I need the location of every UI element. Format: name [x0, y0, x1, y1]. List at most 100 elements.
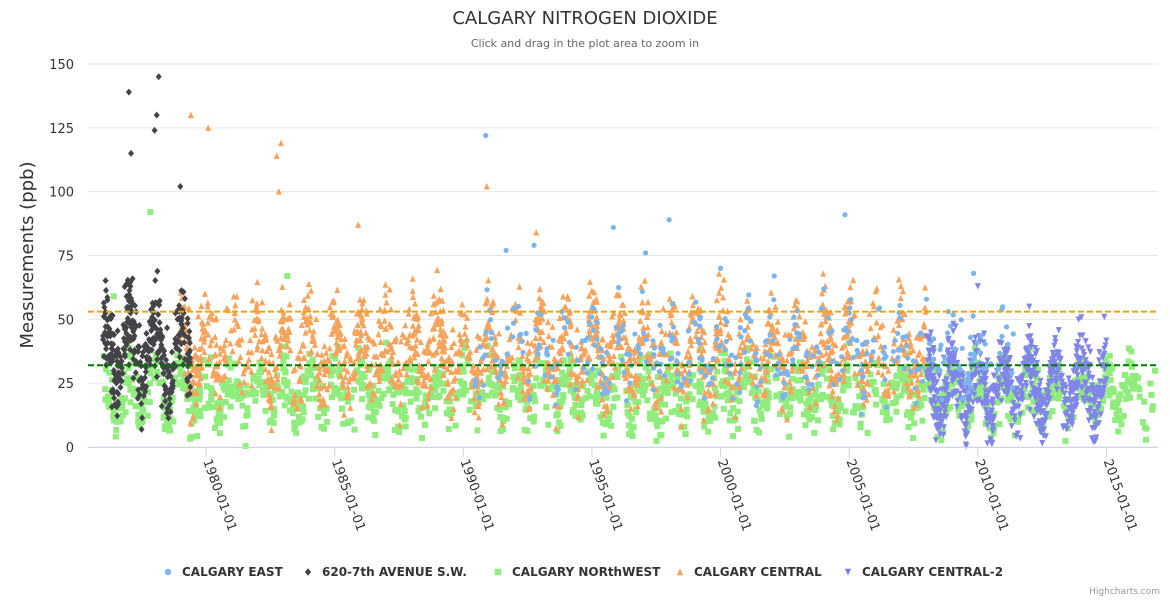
data-point[interactable] [709, 413, 716, 420]
data-point[interactable] [813, 403, 820, 410]
data-point[interactable] [654, 423, 661, 430]
data-point[interactable] [559, 376, 566, 383]
data-point[interactable] [103, 366, 110, 373]
data-point[interactable] [217, 393, 224, 400]
data-point[interactable] [237, 353, 244, 361]
data-point[interactable] [187, 372, 194, 380]
data-point[interactable] [304, 367, 311, 374]
data-point[interactable] [753, 344, 760, 352]
data-point[interactable] [734, 381, 740, 387]
data-point[interactable] [292, 422, 299, 429]
data-point[interactable] [1068, 386, 1075, 393]
data-point[interactable] [1055, 327, 1062, 334]
data-point[interactable] [520, 349, 526, 355]
data-point[interactable] [317, 384, 324, 392]
data-point[interactable] [1107, 377, 1114, 384]
data-point[interactable] [624, 409, 631, 416]
data-point[interactable] [128, 149, 135, 157]
data-point[interactable] [638, 283, 645, 290]
data-point[interactable] [687, 378, 693, 384]
data-point[interactable] [484, 287, 490, 293]
data-point[interactable] [386, 340, 393, 348]
data-point[interactable] [668, 319, 675, 326]
data-point[interactable] [1055, 387, 1062, 394]
data-point[interactable] [942, 355, 948, 361]
data-point[interactable] [1038, 428, 1045, 436]
data-point[interactable] [429, 393, 436, 400]
data-point[interactable] [156, 319, 163, 327]
data-point[interactable] [689, 301, 696, 309]
data-point[interactable] [796, 312, 803, 320]
data-point[interactable] [340, 420, 347, 427]
data-point[interactable] [276, 342, 283, 349]
data-point[interactable] [158, 354, 165, 362]
data-point[interactable] [517, 397, 524, 404]
data-point[interactable] [908, 379, 915, 386]
data-point[interactable] [124, 318, 131, 326]
data-point[interactable] [1017, 411, 1024, 419]
data-point[interactable] [981, 376, 988, 384]
data-point[interactable] [1003, 324, 1010, 330]
data-point[interactable] [208, 396, 215, 403]
data-point[interactable] [561, 334, 568, 342]
data-point[interactable] [689, 396, 696, 403]
data-point[interactable] [302, 303, 309, 311]
data-point[interactable] [762, 388, 769, 396]
data-point[interactable] [718, 343, 724, 349]
data-point[interactable] [250, 376, 257, 383]
data-point[interactable] [387, 358, 394, 365]
data-point[interactable] [589, 366, 596, 372]
data-point[interactable] [499, 380, 506, 387]
data-point[interactable] [709, 375, 716, 381]
data-point[interactable] [282, 315, 289, 323]
data-point[interactable] [770, 337, 776, 344]
data-point[interactable] [451, 339, 458, 347]
legend-item[interactable]: CALGARY CENTRAL [676, 565, 822, 579]
data-point[interactable] [427, 349, 434, 356]
data-point[interactable] [1013, 391, 1020, 398]
data-point[interactable] [1046, 375, 1053, 382]
data-point[interactable] [122, 326, 129, 334]
data-point[interactable] [803, 408, 810, 415]
data-point[interactable] [1032, 351, 1039, 358]
data-point[interactable] [419, 403, 426, 411]
data-point[interactable] [485, 277, 492, 284]
data-point[interactable] [110, 413, 117, 420]
data-point[interactable] [117, 418, 124, 425]
data-point[interactable] [784, 391, 791, 398]
data-point[interactable] [1004, 390, 1011, 398]
data-point[interactable] [334, 333, 341, 341]
data-point[interactable] [574, 391, 581, 399]
data-point[interactable] [566, 364, 573, 371]
data-point[interactable] [897, 315, 903, 321]
data-point[interactable] [208, 309, 215, 317]
data-point[interactable] [443, 409, 450, 416]
data-point[interactable] [498, 370, 504, 376]
data-point[interactable] [484, 295, 491, 303]
data-point[interactable] [262, 407, 269, 414]
data-point[interactable] [364, 382, 371, 390]
data-point[interactable] [678, 384, 684, 390]
data-point[interactable] [783, 384, 790, 391]
data-point[interactable] [393, 334, 400, 342]
data-point[interactable] [823, 375, 830, 382]
data-point[interactable] [284, 342, 291, 350]
data-point[interactable] [562, 303, 569, 311]
data-point[interactable] [964, 410, 971, 417]
data-point[interactable] [954, 397, 961, 405]
data-point[interactable] [621, 369, 627, 375]
data-point[interactable] [594, 346, 601, 354]
data-point[interactable] [186, 390, 193, 398]
data-point[interactable] [216, 373, 223, 380]
data-point[interactable] [1037, 377, 1044, 385]
data-point[interactable] [640, 392, 647, 399]
data-point[interactable] [654, 374, 661, 381]
data-point[interactable] [1003, 380, 1010, 388]
data-point[interactable] [730, 404, 737, 411]
data-point[interactable] [276, 345, 283, 352]
data-point[interactable] [362, 329, 369, 336]
data-point[interactable] [627, 394, 634, 401]
data-point[interactable] [243, 382, 250, 389]
data-point[interactable] [359, 382, 366, 389]
data-point[interactable] [235, 357, 242, 365]
